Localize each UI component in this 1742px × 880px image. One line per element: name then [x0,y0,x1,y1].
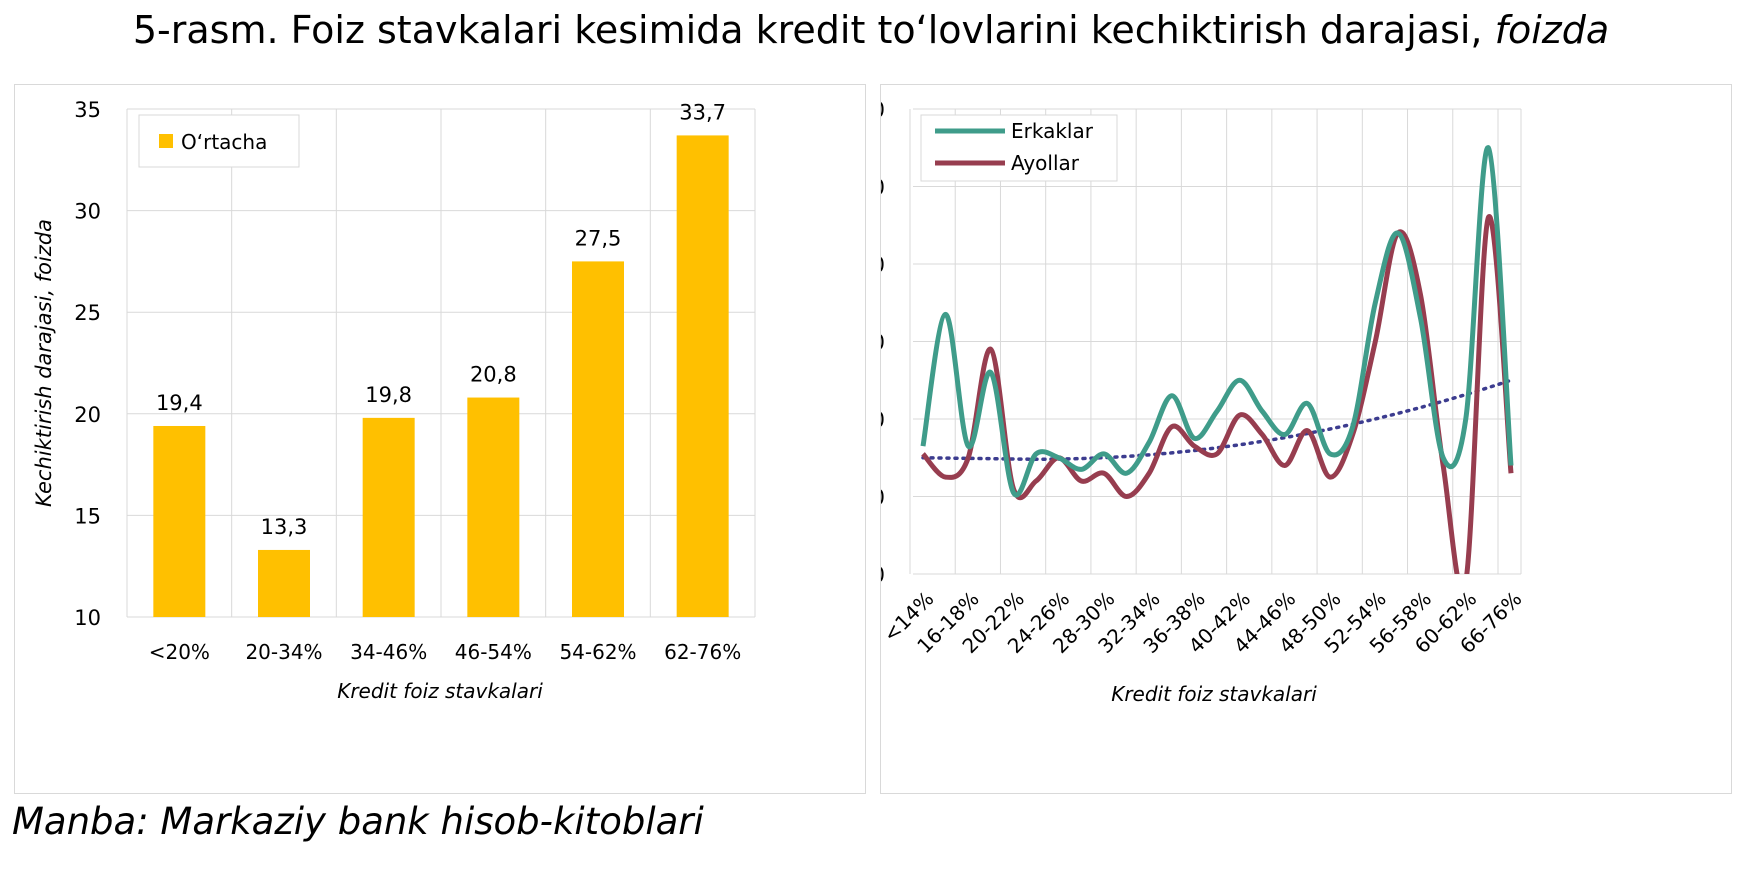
legend-box [920,114,1118,182]
bar-20-34% [258,549,310,617]
series-group [920,145,1514,574]
y-tick-label: 20 [881,408,885,432]
y-tick-label: 20 [74,403,101,427]
bar-34-46% [362,417,415,617]
series-line-erkaklar [920,145,1514,498]
line-chart: 0102030405060<14%16-18%20-22%24-26%28-30… [881,98,1527,706]
data-label: 33,7 [679,100,726,124]
legend-swatch [159,134,173,148]
x-axis-title: Kredit foiz stavkalari [337,679,543,703]
data-label: 13,3 [261,515,308,539]
legend-label-ayollar: Ayollar [1011,151,1080,175]
figure-title-unit: foizda [1494,8,1610,52]
y-tick-label: 50 [881,176,885,200]
figure-title-main: Foiz stavkalari kesimida kredit to‘lovla… [290,8,1483,52]
data-label: 19,8 [365,383,412,407]
x-tick-label: 34-46% [350,640,427,664]
x-tick-label: 54-62% [559,640,636,664]
bar-chart-panel: 10 15 20 25 30 35 19,4 <20% 13,3 20-34% 19,8 34-46%… [14,84,866,794]
data-label: 20,8 [470,363,517,387]
bar-62-76% [676,135,729,617]
x-tick-label: 46-54% [455,640,532,664]
bar-46-54% [467,397,520,617]
data-label: 19,4 [156,391,203,415]
y-tick-label: 25 [74,301,101,325]
y-tick-label: 0 [881,563,885,587]
y-tick-label: 30 [881,331,885,355]
y-tick-label: 35 [74,98,101,122]
y-tick-label: 30 [74,200,101,224]
y-tick-label: 40 [881,253,885,277]
y-tick-label: 15 [74,504,101,528]
trend-line [921,378,1513,462]
y-tick-label: 10 [881,486,885,510]
bar-54-62% [572,261,624,617]
source-note: Manba: Markaziy bank hisob-kitoblari [12,800,704,843]
x-tick-label: 20-34% [245,640,322,664]
x-tick-label: 62-76% [664,640,741,664]
y-axis-title: Kechiktirish darajasi, foizda [32,219,56,507]
legend-label: O‘rtacha [181,130,267,154]
legend-label-erkaklar: Erkaklar [1011,119,1094,143]
bar-<20% [153,425,206,617]
x-tick-label: <20% [149,640,210,664]
line-chart-panel: 0102030405060<14%16-18%20-22%24-26%28-30… [880,84,1732,794]
data-label: 27,5 [575,226,622,250]
figure-title: 5-rasm. Foiz stavkalari kesimida kredit … [0,8,1742,52]
y-tick-label: 10 [74,606,101,630]
bar-chart: 10 15 20 25 30 35 19,4 <20% 13,3 20-34% 19,8 34-46%… [32,98,756,703]
figure-number: 5-rasm. [132,8,279,52]
series-line-ayollar [921,214,1514,574]
y-tick-label: 60 [881,98,885,122]
x-axis-title: Kredit foiz stavkalari [1111,682,1317,706]
